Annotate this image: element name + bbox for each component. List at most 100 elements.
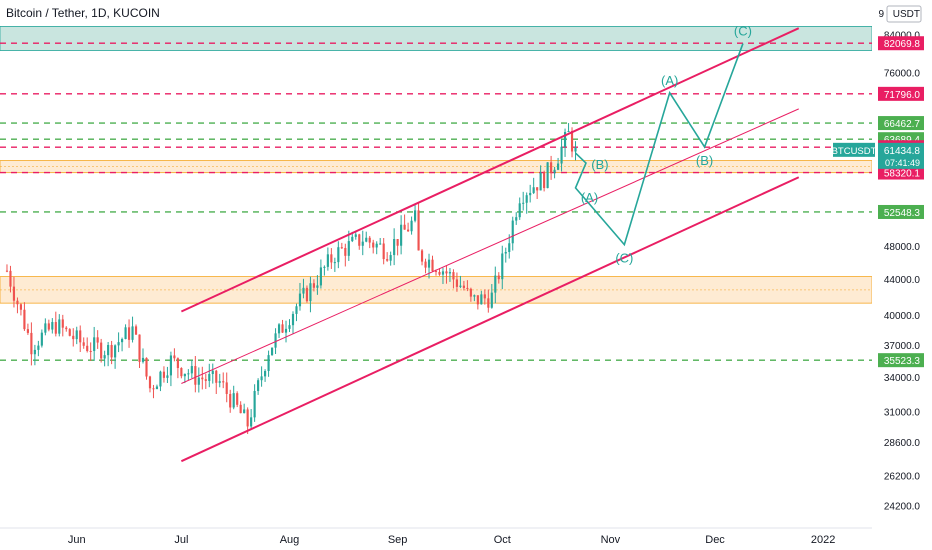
candle-body — [284, 328, 288, 333]
candle-body — [316, 285, 319, 288]
candle-body — [487, 298, 490, 308]
candle-body — [176, 358, 179, 369]
candle-body — [386, 259, 389, 261]
candle-body — [162, 371, 166, 378]
last-price-badge — [878, 142, 924, 169]
candle-body — [417, 210, 420, 251]
time-tick-label: Aug — [280, 534, 300, 546]
candle-body — [441, 271, 445, 275]
candle-body — [114, 345, 117, 358]
candle-body — [379, 243, 382, 245]
currency-prefix: 9 — [878, 9, 884, 20]
candles — [5, 123, 577, 434]
time-axis[interactable]: Jun Jul Aug Sep Oct Nov Dec 2022 — [0, 527, 872, 546]
candle-body — [26, 329, 29, 333]
candle-body — [204, 379, 207, 381]
candle-body — [267, 355, 270, 372]
candle-body — [239, 404, 242, 414]
candle-body — [368, 237, 371, 243]
candle-body — [382, 243, 385, 260]
candle-body — [567, 130, 570, 133]
candle-body — [103, 355, 106, 359]
candle-body — [86, 345, 89, 352]
candle-body — [211, 370, 214, 375]
level-badge — [878, 353, 924, 368]
candle-body — [295, 306, 298, 314]
candle-body — [344, 247, 347, 256]
candle-body — [229, 393, 232, 408]
candle-body — [120, 339, 124, 343]
candle-body — [462, 285, 465, 288]
candle-body — [522, 202, 525, 204]
candle-body — [351, 236, 354, 242]
candle-body — [532, 187, 535, 193]
channel-lower-line — [180, 176, 800, 463]
candle-body — [110, 344, 113, 358]
candle-body — [459, 285, 462, 287]
candle-body — [323, 266, 326, 268]
candle-body — [190, 366, 193, 374]
candle-body — [197, 377, 200, 385]
candle-body — [427, 259, 431, 268]
ticker-label: BTCUSDT — [832, 146, 877, 157]
price-tick-label: 28600.0 — [884, 438, 921, 449]
candle-body — [277, 324, 281, 334]
level-badge-label: 52548.3 — [884, 208, 921, 219]
ticker-badge — [833, 142, 875, 157]
candle-body — [222, 381, 225, 383]
candle-body — [358, 234, 361, 246]
candle-body — [19, 304, 23, 310]
candle-body — [400, 224, 403, 246]
candle-body — [501, 253, 504, 280]
price-tick-label: 37000.0 — [884, 341, 921, 352]
candle-body — [155, 386, 159, 390]
time-tick-label: 2022 — [811, 534, 835, 546]
candle-body — [543, 172, 546, 189]
candle-body — [124, 327, 127, 340]
candle-body — [107, 344, 110, 356]
candle-body — [518, 203, 521, 218]
candle-body — [33, 349, 36, 355]
candle-body — [515, 217, 518, 221]
candle-body — [79, 330, 82, 343]
candle-body — [82, 342, 85, 346]
price-tick-label: 24200.0 — [884, 501, 921, 512]
candle-body — [12, 286, 16, 301]
candle-body — [117, 342, 120, 346]
wave-label: (A) — [661, 73, 678, 88]
candle-body — [550, 162, 553, 173]
candle-body — [54, 322, 57, 334]
candle-body — [476, 295, 479, 305]
candle-body — [469, 288, 472, 297]
candle-body — [96, 337, 99, 343]
candle-body — [243, 409, 246, 414]
level-badge-label: 71796.0 — [884, 90, 921, 101]
candle-body — [497, 275, 500, 280]
support-resistance-zones — [0, 26, 873, 304]
candle-body — [389, 255, 392, 261]
candle-body — [246, 409, 249, 427]
candle-body — [354, 234, 357, 237]
candle-body — [504, 251, 507, 254]
candle-body — [403, 224, 406, 230]
candle-body — [511, 220, 514, 244]
candle-body — [452, 272, 455, 280]
level-badge — [878, 36, 924, 51]
candle-body — [187, 373, 190, 375]
candle-body — [100, 342, 103, 359]
candle-body — [9, 270, 12, 287]
candle-body — [257, 380, 260, 391]
time-tick-label: Sep — [388, 534, 408, 546]
candle-body — [23, 309, 26, 330]
candle-body — [413, 210, 417, 221]
candle-body — [166, 375, 169, 378]
candle-body — [148, 376, 152, 389]
candle-body — [420, 250, 424, 262]
level-badge — [878, 86, 924, 101]
level-badge — [878, 204, 924, 219]
time-tick-label: Dec — [705, 534, 725, 546]
candle-body — [270, 347, 274, 356]
candle-body — [61, 319, 64, 328]
